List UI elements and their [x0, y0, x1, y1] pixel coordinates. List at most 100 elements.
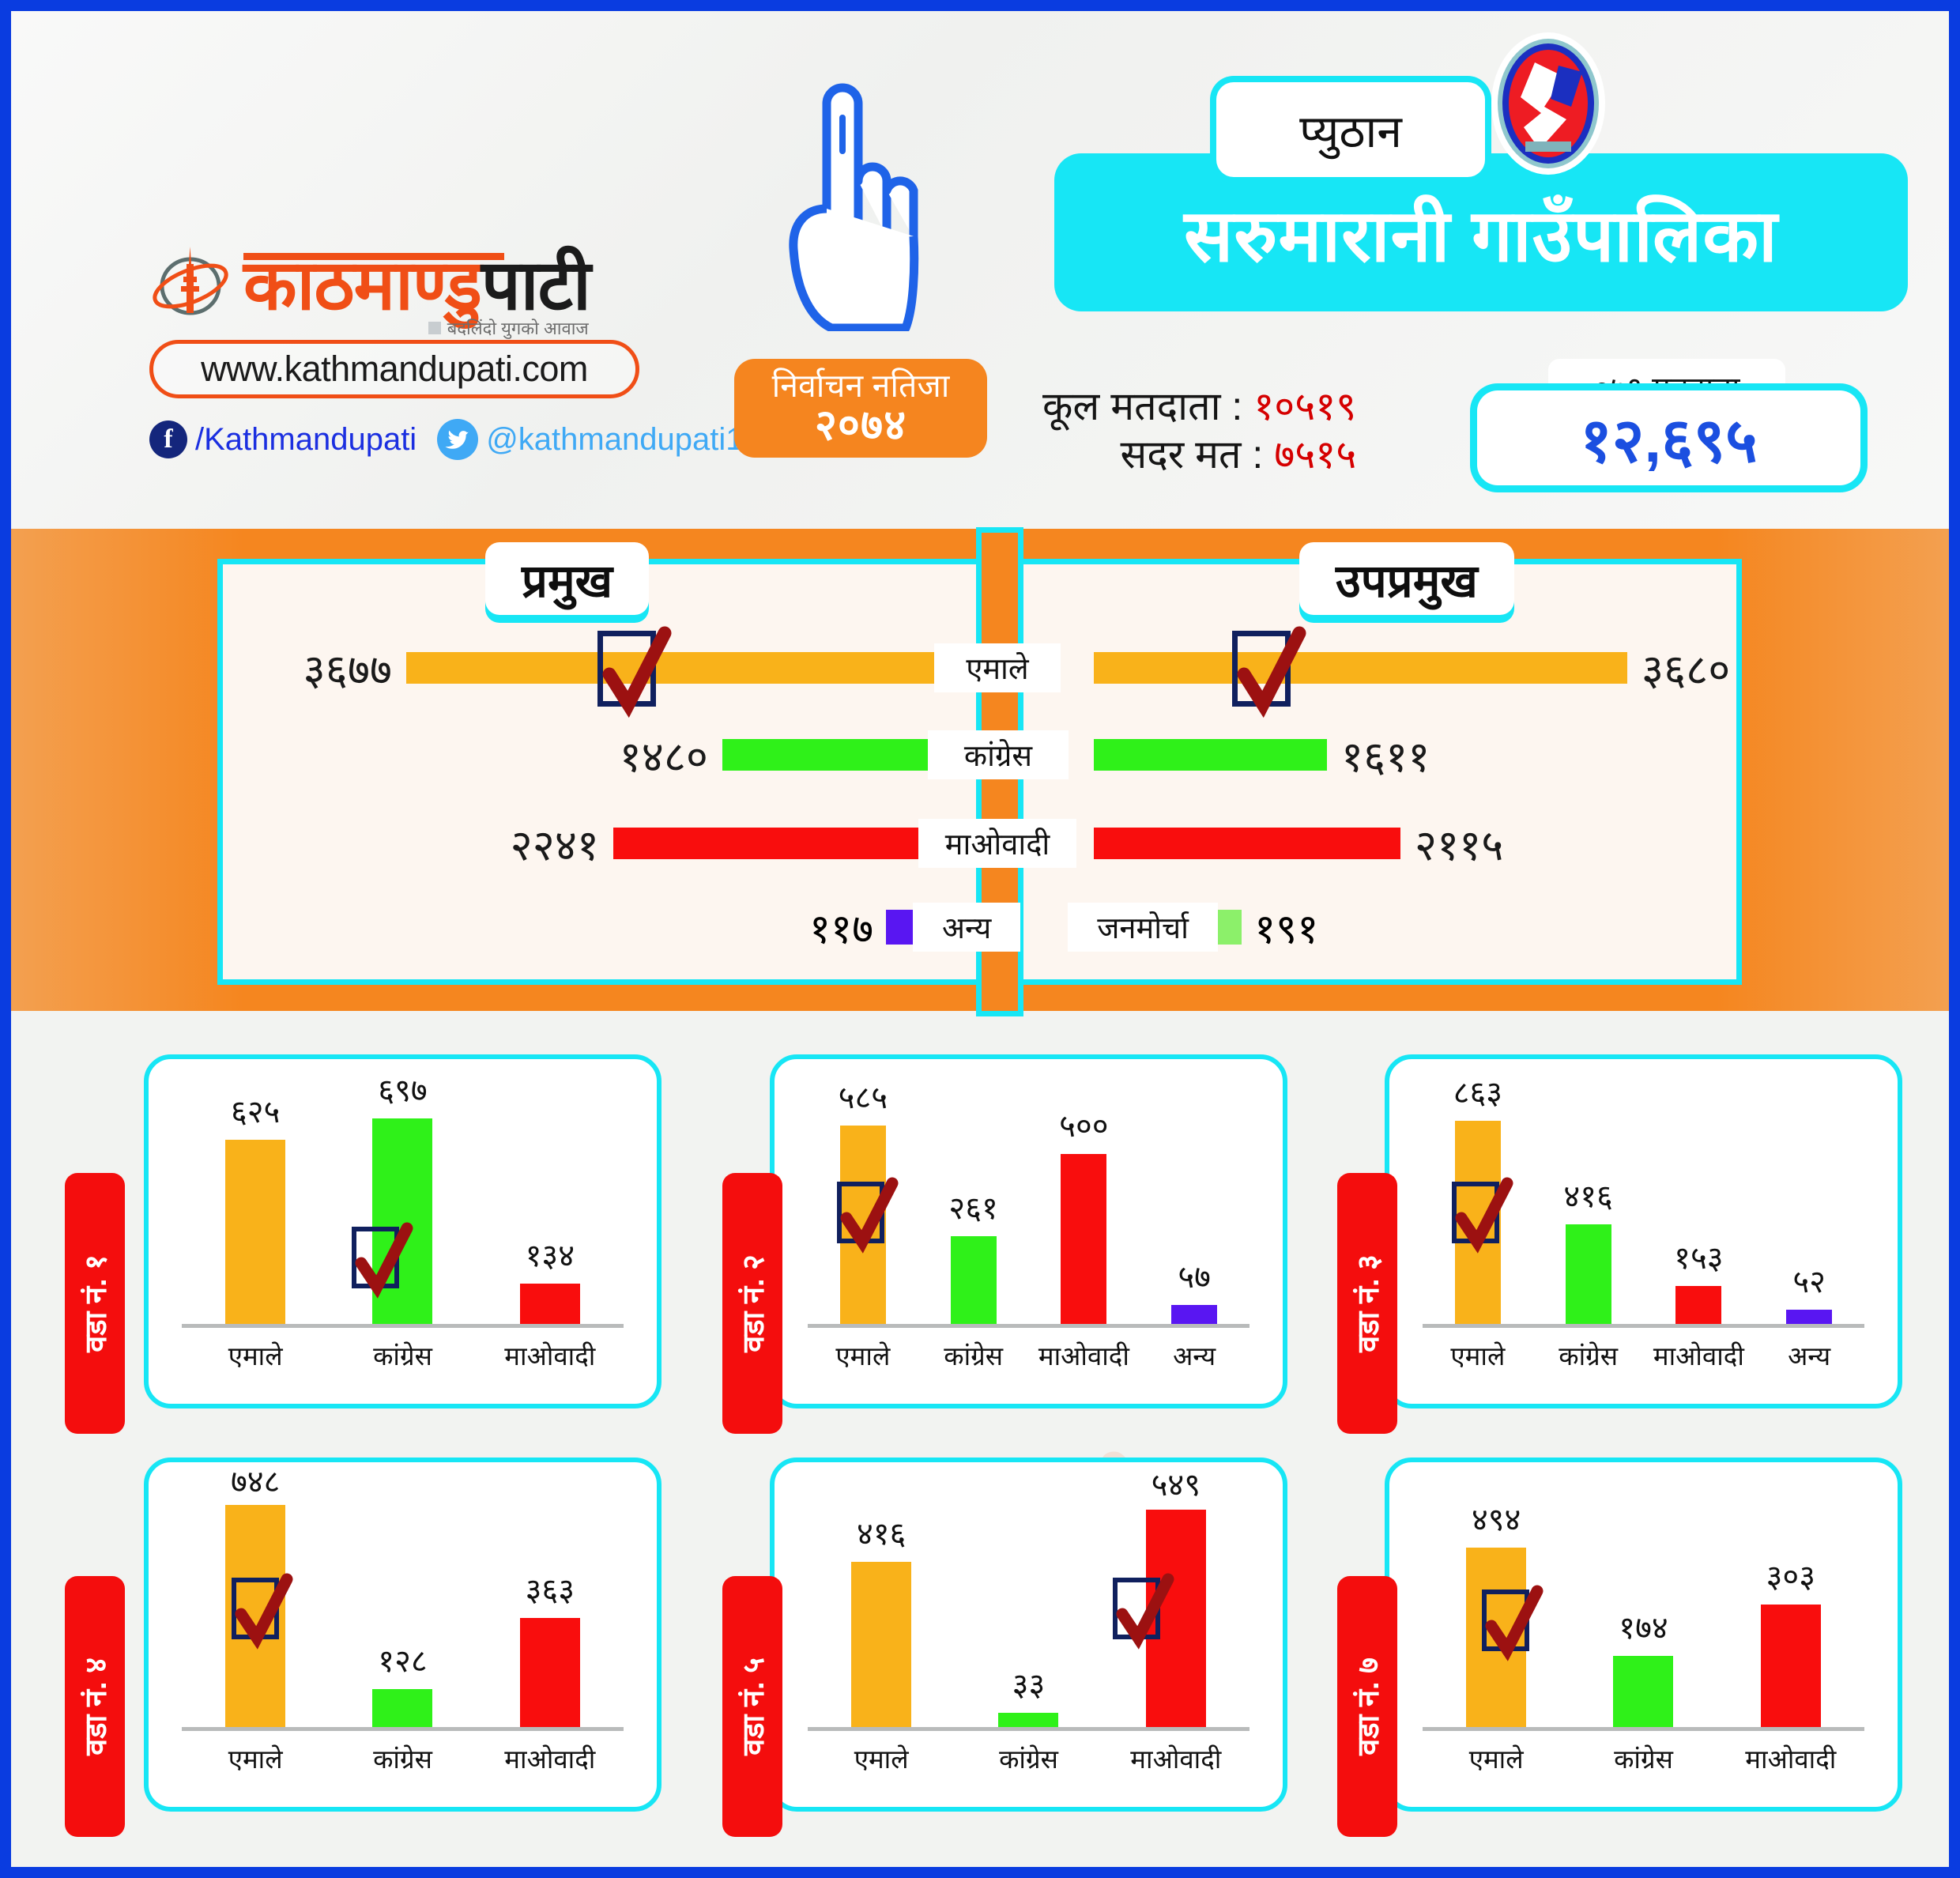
logo-word-dark: पाटी [481, 245, 591, 324]
bar-col: ३०३ [1760, 1491, 1821, 1727]
x-tick-label: एमाले [228, 1744, 283, 1774]
plot-area: ४१६ ३३ ५४९ [808, 1468, 1250, 1731]
x-tick-label: एमाले [1450, 1341, 1506, 1371]
legend-swatch-janamorcha [1218, 910, 1242, 945]
twitter-link[interactable]: @kathmandupati1 [437, 419, 743, 460]
total-voters-value: १०५१९ [1253, 384, 1357, 428]
website-url-pill[interactable]: www.kathmandupati.com [149, 340, 639, 398]
bar-col: १७४ [1613, 1491, 1674, 1727]
bar-congress [998, 1713, 1059, 1727]
logo-word-orange: काठमाण्डु [243, 245, 482, 324]
x-axis: एमाले कांग्रेस माओवादी अन्य [808, 1334, 1250, 1375]
x-tick-label: कांग्रेस [944, 1341, 1004, 1371]
ward-label-7-text: वडा नं. ७ [1352, 1657, 1386, 1755]
bar-congress [1565, 1224, 1611, 1324]
valid-votes-label: सदर मत : [1120, 432, 1264, 477]
x-axis: एमाले कांग्रेस माओवादी अन्य [1423, 1334, 1864, 1375]
bar-col: ७४८ [225, 1465, 293, 1727]
election-badge-line1: निर्वाचन नतिजा [771, 367, 950, 404]
bar-maoist [1675, 1286, 1722, 1324]
bar-value: ८६३ [1453, 1075, 1503, 1111]
bar-value: २६१ [948, 1191, 998, 1227]
bar-congress [1613, 1656, 1674, 1727]
ward-label-4: वडा नं. ४ [65, 1576, 125, 1837]
ward-chart-7: ४९४ १७४ ३०३ [1416, 1491, 1871, 1793]
mayor-bar-maoist [613, 828, 936, 859]
mayor-bar-row-maoist: २२४१ [248, 819, 936, 869]
x-axis: एमाले कांग्रेस माओवादी [808, 1737, 1250, 1778]
twitter-handle: @kathmandupati1 [486, 421, 744, 457]
party-tag-janamorcha-label: जनमोर्चा [1097, 912, 1189, 945]
facebook-link[interactable]: f /Kathmandupati [149, 420, 416, 458]
bar-value: १२८ [378, 1644, 428, 1680]
municipality-banner: सरुमारानी गाउँपालिका [1054, 153, 1908, 311]
x-tick-label: एमाले [835, 1341, 891, 1371]
bar-col: ५८५ [836, 1080, 899, 1324]
total-voters-label: कूल मतदाता : [1042, 384, 1243, 428]
valid-votes-value: ७५१५ [1274, 432, 1357, 477]
party-tag-emale: एमाले [934, 643, 1061, 692]
bar-maoist [1061, 1153, 1107, 1324]
x-axis: एमाले कांग्रेस माओवादी [1423, 1737, 1864, 1778]
social-row: f /Kathmandupati @kathmandupati1 [149, 419, 743, 460]
x-tick-label: एमाले [1468, 1744, 1524, 1774]
ward-label-3-text: वडा नं. ३ [1352, 1254, 1386, 1352]
brand-block: काठमाण्डुपाटी बदलिंदो युगको आवाज www.kat… [149, 240, 743, 460]
x-tick-label: माओवादी [504, 1341, 596, 1371]
municipality-name: सरुमारानी गाउँपालिका [1184, 195, 1778, 277]
ward-winner-tick-icon [352, 1222, 413, 1299]
x-tick-label: माओवादी [1745, 1744, 1837, 1774]
bar-value: ५८५ [838, 1080, 888, 1115]
bar-maoist [519, 1284, 580, 1324]
deputy-value-janamorcha: १९१ [1254, 906, 1319, 952]
ward-winner-tick-icon [1482, 1585, 1544, 1662]
bar-col: ५०० [1059, 1088, 1109, 1324]
bar-value: १५३ [1674, 1241, 1724, 1277]
x-tick-label: माओवादी [1653, 1341, 1744, 1371]
mayor-value-maoist: २२४१ [510, 822, 599, 869]
election-badge-line2: २०७४ [814, 401, 907, 449]
ward-card-1: ६२५ ६९७ १३४ [144, 1054, 662, 1408]
deputy-bar-row-maoist: २११५ [1094, 819, 1781, 869]
bar-col: ५४९ [1112, 1468, 1206, 1727]
ward-label-2-text: वडा नं. २ [737, 1254, 771, 1352]
x-tick-label: एमाले [228, 1341, 283, 1371]
x-tick-label: कांग्रेस [1614, 1744, 1673, 1774]
party-tag-other-label: अन्य [941, 912, 992, 945]
plot-area: ५८५ २६१ ५०० [808, 1080, 1250, 1328]
bar-col: ३३ [998, 1491, 1059, 1727]
temple-globe-logo-icon [149, 240, 232, 319]
mayor-value-congress: १४८० [619, 733, 708, 781]
ward-label-1-text: वडा नं. १ [80, 1254, 114, 1352]
mayor-value-emale: ३६७७ [303, 647, 392, 694]
bar-maoist [1760, 1604, 1821, 1727]
ward-winner-tick-icon [836, 1177, 899, 1254]
deputy-bar-maoist [1094, 828, 1400, 859]
ward-card-5: ४१६ ३३ ५४९ [770, 1458, 1287, 1812]
party-tag-other: अन्य [913, 903, 1021, 952]
x-tick-label: अन्य [1173, 1341, 1216, 1371]
bar-col: ४९४ [1466, 1491, 1544, 1727]
ward-winner-tick-icon [232, 1573, 293, 1650]
election-result-badge: निर्वाचन नतिजा २०७४ [734, 359, 987, 458]
bar-col: १५३ [1674, 1088, 1724, 1324]
bar-value: ३०३ [1766, 1559, 1816, 1594]
bar-value: ४९४ [1471, 1502, 1521, 1537]
deputy-bar-congress [1094, 739, 1327, 771]
bar-value: ३६३ [525, 1573, 575, 1608]
x-tick-label: कांग्रेस [373, 1744, 432, 1774]
ward-winner-tick-icon [1451, 1177, 1513, 1254]
bar-congress [950, 1236, 997, 1324]
bar-value: ६९७ [378, 1073, 428, 1108]
brand-tagline: बदलिंदो युगको आवाज [428, 316, 589, 340]
bar-value: ४१६ [856, 1516, 906, 1552]
bar-emale [851, 1561, 912, 1727]
party-tag-congress: कांग्रेस [928, 730, 1069, 779]
bar-congress [372, 1689, 433, 1727]
bar-col: ६२५ [225, 1088, 286, 1324]
mayor-bar-row-emale: ३६७७ [248, 643, 936, 694]
deputy-bar-row-emale: ३६८० [1094, 643, 1781, 694]
section-tab-mayor-label: प्रमुख [522, 555, 613, 607]
ward-card-7: ४९४ १७४ ३०३ [1385, 1458, 1902, 1812]
bar-value: ६२५ [230, 1094, 281, 1129]
